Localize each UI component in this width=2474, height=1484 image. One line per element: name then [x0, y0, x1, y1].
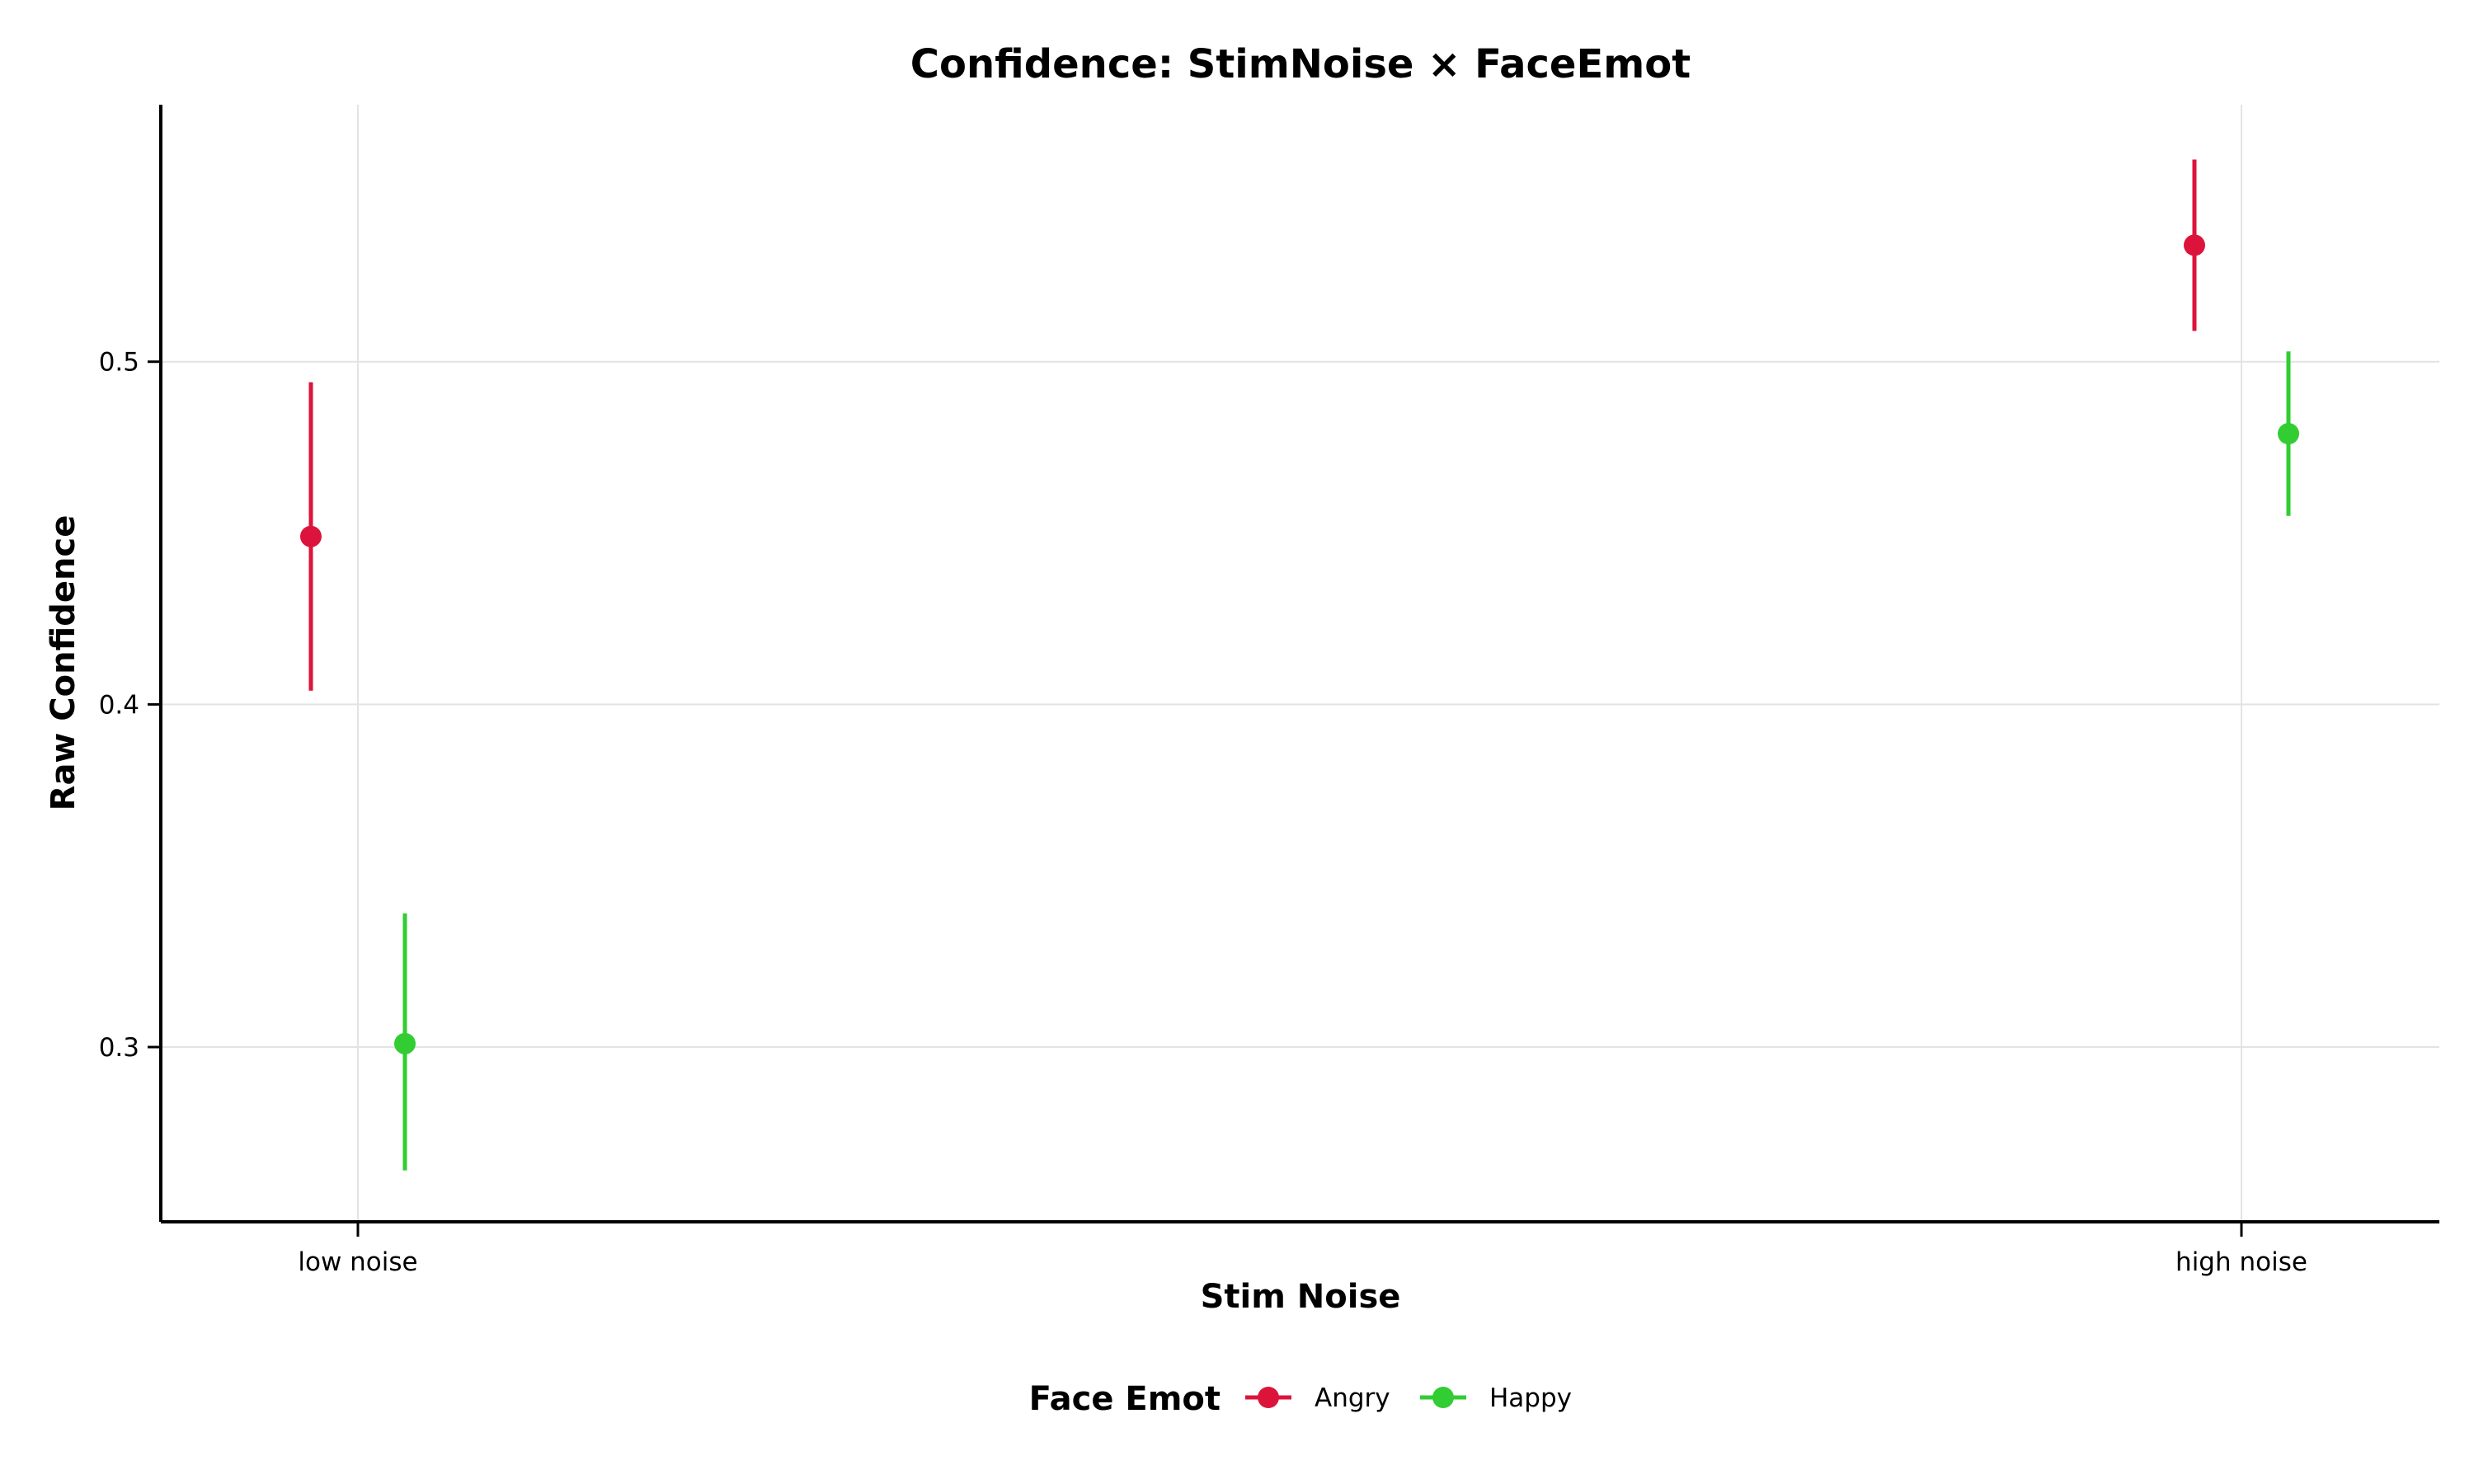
legend-swatch-marker: [1432, 1387, 1454, 1408]
chart-title: Confidence: StimNoise × FaceEmot: [910, 41, 1691, 87]
point-happy: [394, 1032, 416, 1054]
y-tick-label: 0.3: [99, 1033, 139, 1063]
x-tick-label: high noise: [2175, 1247, 2307, 1277]
x-tick-label: low noise: [298, 1247, 417, 1277]
legend-swatch-marker: [1258, 1387, 1279, 1408]
y-tick-label: 0.4: [99, 690, 139, 720]
legend-item-happy: Happy: [1420, 1383, 1572, 1413]
legend-items: Angry Happy: [1245, 1383, 1572, 1413]
point-angry: [2184, 234, 2205, 256]
legend-title: Face Emot: [1029, 1380, 1221, 1418]
legend-label: Happy: [1489, 1383, 1572, 1413]
data-marks: [300, 159, 2299, 1171]
axes: [159, 105, 2439, 1223]
gridlines: [161, 105, 2439, 1222]
point-happy: [2278, 423, 2299, 445]
x-axis-title: Stim Noise: [1201, 1278, 1401, 1316]
point-angry: [300, 525, 322, 547]
legend-label: Angry: [1315, 1383, 1390, 1413]
ticks: 0.3 0.4 0.5 low noise high noise: [99, 348, 2307, 1277]
y-tick-label: 0.5: [99, 348, 139, 378]
legend-item-angry: Angry: [1245, 1383, 1390, 1413]
y-axis-title: Raw Confidence: [45, 515, 82, 811]
legend: Face Emot Angry Happy: [1029, 1380, 1572, 1418]
